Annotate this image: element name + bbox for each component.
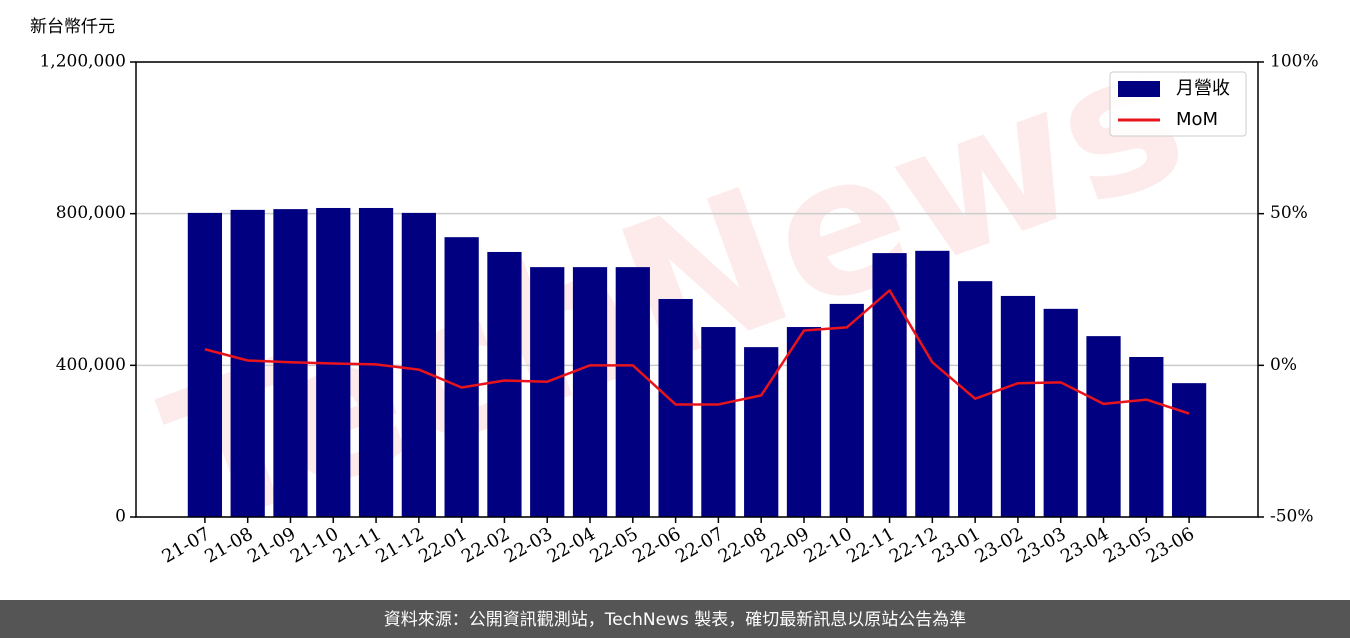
x-tick-label: 22-01 (415, 523, 470, 567)
legend-label: 月營收 (1176, 78, 1230, 99)
bar (1000, 295, 1036, 517)
x-tick-label: 21-11 (330, 523, 385, 567)
x-tick-label: 22-12 (886, 523, 941, 567)
bar (658, 298, 693, 517)
y2-tick-label: 50% (1270, 203, 1308, 223)
bar (401, 212, 436, 518)
x-tick-label: 22-04 (544, 523, 599, 567)
x-tick-label: 22-09 (758, 523, 813, 567)
x-tick-label: 22-05 (586, 523, 641, 567)
x-tick-label: 21-12 (372, 523, 427, 567)
footer-band (0, 600, 1350, 638)
y-axis-title: 新台幣仟元 (30, 17, 115, 37)
y-tick-label: 800,000 (56, 203, 126, 223)
x-tick-label: 22-03 (501, 523, 556, 567)
x-tick-label: 23-03 (1014, 523, 1069, 567)
plot-frame (135, 61, 1259, 518)
x-tick-label: 21-07 (158, 523, 213, 567)
bar (915, 250, 950, 517)
x-tick-label: 22-06 (629, 523, 684, 567)
x-tick-label: 22-11 (843, 523, 898, 567)
bar (744, 347, 779, 517)
x-tick-label: 23-06 (1143, 523, 1198, 567)
bar (1086, 336, 1121, 517)
x-tick-label: 23-02 (971, 523, 1026, 567)
x-tick-label: 22-10 (800, 523, 855, 567)
bar (487, 251, 522, 517)
x-tick-label: 22-02 (458, 523, 513, 567)
bar (786, 327, 822, 517)
x-tick-label: 23-01 (929, 523, 984, 567)
bar (1129, 356, 1164, 517)
legend-swatch (1118, 81, 1160, 97)
footer: 資料來源：公開資訊觀測站，TechNews 製表，確切最新訊息以原站公告為準 (384, 610, 966, 630)
bar (1171, 383, 1207, 517)
y2-tick-label: -50% (1270, 507, 1314, 527)
y2-tick-label: 0% (1270, 355, 1297, 375)
y2-tick-label: 100% (1270, 52, 1319, 72)
bar (230, 209, 265, 517)
bar (358, 207, 394, 517)
bar (701, 327, 736, 517)
bar (1043, 308, 1078, 517)
bar (530, 267, 565, 517)
bar (615, 267, 650, 517)
y-tick-label: 400,000 (56, 355, 126, 375)
y-tick-label: 0 (115, 507, 126, 527)
bar (187, 212, 223, 518)
x-tick-label: 23-05 (1100, 523, 1155, 567)
bar (572, 267, 608, 517)
x-tick-label: 22-08 (715, 523, 770, 567)
y-tick-label: 1,200,000 (39, 52, 126, 72)
bar (444, 237, 479, 518)
legend-label: MoM (1176, 109, 1218, 130)
bar (872, 253, 907, 517)
x-tick-label: 23-04 (1057, 523, 1112, 567)
x-tick-label: 22-07 (672, 523, 727, 567)
line (204, 289, 1190, 415)
bar (829, 303, 864, 517)
